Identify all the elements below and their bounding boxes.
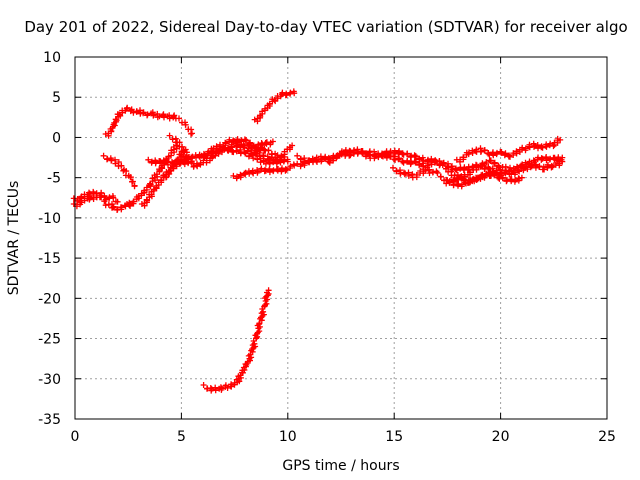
series-track-19: [443, 157, 566, 186]
series-track-11: [198, 136, 276, 161]
y-tick-label: -10: [38, 211, 61, 227]
series-points: [251, 88, 298, 125]
x-tick-label: 10: [279, 429, 297, 445]
series-points: [443, 157, 566, 186]
grid-lines: [75, 57, 607, 419]
chart-title: Day 201 of 2022, Sidereal Day-to-day VTE…: [24, 18, 627, 36]
y-tick-label: -35: [38, 412, 61, 428]
series-track-3: [102, 104, 195, 139]
axis-ticks: [74, 56, 608, 420]
x-tick-label: 5: [177, 429, 186, 445]
series-points: [124, 142, 181, 209]
series-points: [200, 287, 272, 394]
series-points: [166, 132, 296, 170]
x-axis-label: GPS time / hours: [282, 458, 399, 474]
series-track-12: [230, 161, 298, 182]
series-track-14: [251, 88, 298, 125]
series-points: [241, 144, 291, 166]
series-points: [198, 136, 276, 161]
series-points: [230, 161, 298, 182]
y-tick-label: -5: [47, 171, 61, 187]
x-tick-label: 20: [492, 429, 510, 445]
y-tick-labels: -35 -30 -25 -20 -15 -10 -5 0 5 10: [38, 50, 61, 428]
series-track-21: [507, 154, 566, 174]
x-tick-label: 0: [71, 429, 80, 445]
y-tick-label: -15: [38, 251, 61, 267]
y-axis-label: SDTVAR / TECUs: [6, 181, 22, 296]
x-tick-label: 25: [598, 429, 616, 445]
y-tick-label: -20: [38, 291, 61, 307]
series-points: [102, 104, 195, 139]
series-track-15: [200, 287, 272, 394]
series-points: [507, 154, 566, 174]
series-points: [453, 135, 564, 165]
plot-frame: [74, 56, 608, 420]
data-series: [70, 88, 566, 394]
series-track-4: [100, 152, 138, 190]
y-tick-label: 5: [52, 90, 61, 106]
series-points: [70, 188, 136, 213]
series-points: [100, 152, 138, 190]
y-tick-label: -30: [38, 372, 61, 388]
y-tick-label: 0: [52, 130, 61, 146]
series-track-5: [124, 142, 181, 209]
y-tick-label: -25: [38, 332, 61, 348]
series-track-2: [70, 188, 136, 213]
series-track-9: [166, 132, 296, 170]
y-tick-label: 10: [43, 50, 61, 66]
series-track-20: [453, 135, 564, 165]
series-track-13: [241, 144, 291, 166]
x-tick-label: 15: [385, 429, 403, 445]
x-tick-labels: 0 5 10 15 20 25: [71, 429, 616, 445]
